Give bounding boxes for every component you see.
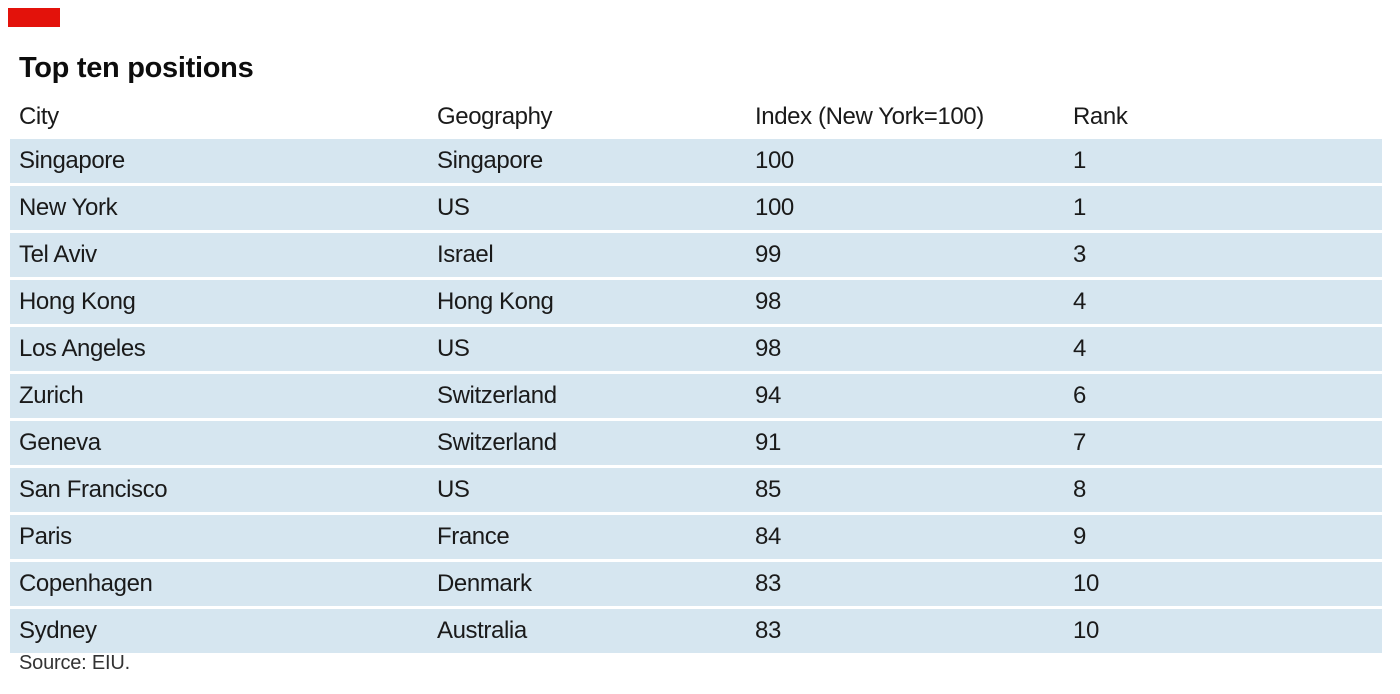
brand-tag (8, 8, 60, 27)
cell-rank: 1 (1073, 147, 1086, 174)
column-header-index: Index (New York=100) (755, 103, 984, 130)
cell-index: 100 (755, 147, 794, 174)
cell-rank: 10 (1073, 570, 1099, 597)
cell-city: Tel Aviv (19, 241, 97, 268)
cell-city: Geneva (19, 429, 101, 456)
cell-index: 99 (755, 241, 781, 268)
source-note: Source: EIU. (19, 652, 130, 674)
cell-index: 94 (755, 382, 781, 409)
cell-rank: 4 (1073, 335, 1086, 362)
cell-rank: 4 (1073, 288, 1086, 315)
cell-geography: US (437, 194, 470, 221)
cell-rank: 7 (1073, 429, 1086, 456)
table-row: Copenhagen Denmark 83 10 (10, 562, 1382, 606)
cell-rank: 8 (1073, 476, 1086, 503)
cell-rank: 10 (1073, 617, 1099, 644)
cell-index: 100 (755, 194, 794, 221)
cell-geography: US (437, 335, 470, 362)
cell-city: San Francisco (19, 476, 168, 503)
cell-index: 84 (755, 523, 781, 550)
cell-geography: Switzerland (437, 429, 557, 456)
table-title: Top ten positions (19, 52, 254, 84)
table-row: Los Angeles US 98 4 (10, 327, 1382, 371)
cell-city: Zurich (19, 382, 84, 409)
column-header-rank: Rank (1073, 103, 1128, 130)
table-row: Hong Kong Hong Kong 98 4 (10, 280, 1382, 324)
cell-geography: Singapore (437, 147, 543, 174)
cell-geography: US (437, 476, 470, 503)
cell-city: Singapore (19, 147, 125, 174)
table-row: Zurich Switzerland 94 6 (10, 374, 1382, 418)
cell-index: 85 (755, 476, 781, 503)
cell-city: Copenhagen (19, 570, 153, 597)
table-row: Geneva Switzerland 91 7 (10, 421, 1382, 465)
table-body: Singapore Singapore 100 1 New York US 100 1 Tel … (10, 139, 1382, 653)
cell-rank: 1 (1073, 194, 1086, 221)
table-row: Tel Aviv Israel 99 3 (10, 233, 1382, 277)
cell-geography: Switzerland (437, 382, 557, 409)
table-row: Paris France 84 9 (10, 515, 1382, 559)
cell-index: 91 (755, 429, 781, 456)
cell-geography: Denmark (437, 570, 532, 597)
cell-index: 98 (755, 288, 781, 315)
table-row: Sydney Australia 83 10 (10, 609, 1382, 653)
cell-rank: 9 (1073, 523, 1086, 550)
column-header-geography: Geography (437, 103, 553, 130)
column-header-city: City (19, 103, 59, 130)
cell-geography: Israel (437, 241, 494, 268)
cell-geography: France (437, 523, 510, 550)
cell-index: 98 (755, 335, 781, 362)
cell-rank: 6 (1073, 382, 1086, 409)
cell-city: Paris (19, 523, 72, 550)
cell-city: New York (19, 194, 118, 221)
cell-index: 83 (755, 570, 781, 597)
cell-city: Hong Kong (19, 288, 136, 315)
table-row: Singapore Singapore 100 1 (10, 139, 1382, 183)
data-table: City Geography Index (New York=100) Rank… (10, 97, 1382, 656)
table-row: New York US 100 1 (10, 186, 1382, 230)
cell-geography: Hong Kong (437, 288, 554, 315)
cell-index: 83 (755, 617, 781, 644)
cell-city: Sydney (19, 617, 97, 644)
table-header-row: City Geography Index (New York=100) Rank (10, 97, 1382, 137)
cell-rank: 3 (1073, 241, 1086, 268)
cell-geography: Australia (437, 617, 527, 644)
table-row: San Francisco US 85 8 (10, 468, 1382, 512)
cell-city: Los Angeles (19, 335, 146, 362)
